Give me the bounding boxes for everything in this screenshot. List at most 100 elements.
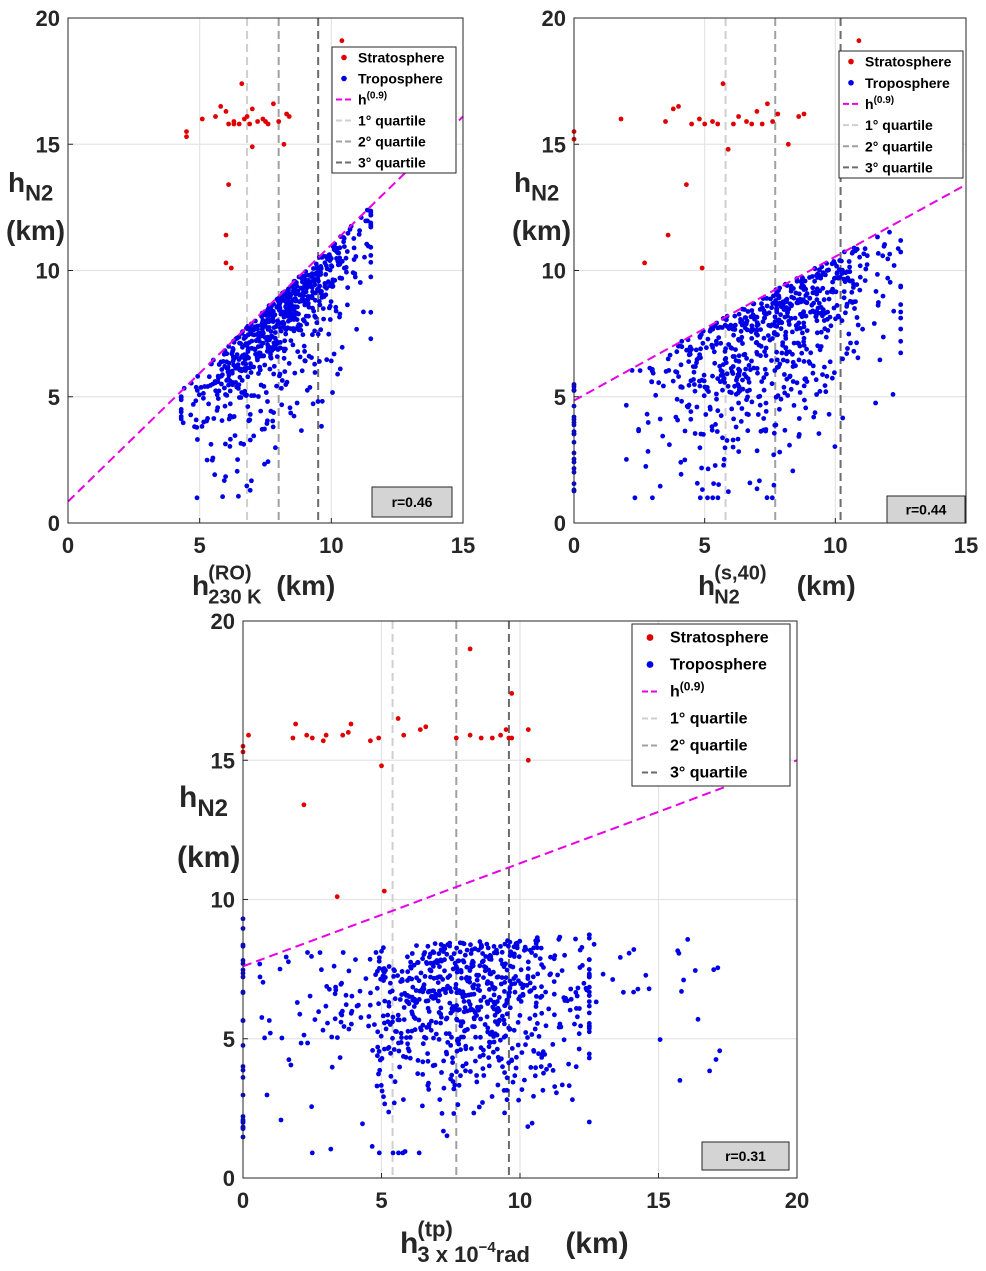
troposphere-point xyxy=(818,329,824,335)
troposphere-point xyxy=(405,1046,411,1052)
troposphere-point xyxy=(761,416,767,421)
troposphere-point xyxy=(432,941,438,946)
troposphere-point xyxy=(447,1000,453,1006)
troposphere-point xyxy=(219,418,225,423)
troposphere-point xyxy=(796,291,802,297)
troposphere-point xyxy=(259,322,264,328)
troposphere-point xyxy=(538,945,544,951)
troposphere-point xyxy=(538,995,543,1000)
troposphere-point xyxy=(242,357,248,362)
troposphere-point xyxy=(321,316,326,322)
troposphere-point xyxy=(898,338,904,344)
panel-b-stratosphere-points xyxy=(571,38,862,271)
troposphere-point xyxy=(415,960,421,965)
troposphere-point xyxy=(247,365,253,371)
panel-b-x-tick-10: 10 xyxy=(823,533,847,558)
troposphere-point xyxy=(378,1033,384,1039)
troposphere-point xyxy=(617,955,623,960)
panel-b-legend-troposphere-marker xyxy=(848,79,854,86)
troposphere-point xyxy=(441,1128,446,1134)
troposphere-point xyxy=(436,951,442,957)
panel-c-legend-stratosphere-label: Stratosphere xyxy=(670,630,769,647)
troposphere-point xyxy=(877,357,883,363)
troposphere-point xyxy=(405,1028,411,1034)
troposphere-point xyxy=(476,1104,482,1110)
troposphere-point xyxy=(799,350,805,356)
troposphere-point xyxy=(722,445,728,451)
troposphere-point xyxy=(382,1101,388,1107)
troposphere-point xyxy=(443,990,448,996)
troposphere-point xyxy=(783,345,789,351)
troposphere-point xyxy=(338,981,344,987)
troposphere-point xyxy=(898,302,904,307)
troposphere-point xyxy=(478,1034,483,1040)
troposphere-point xyxy=(575,1014,580,1020)
troposphere-point xyxy=(463,1046,469,1052)
troposphere-point xyxy=(532,985,537,991)
troposphere-point xyxy=(272,335,278,341)
troposphere-point xyxy=(188,412,194,418)
troposphere-point xyxy=(307,993,313,999)
troposphere-point xyxy=(236,382,242,388)
troposphere-point xyxy=(441,1085,447,1091)
troposphere-point xyxy=(732,383,737,389)
troposphere-point xyxy=(744,411,750,417)
troposphere-point xyxy=(679,398,684,404)
troposphere-point xyxy=(244,343,250,349)
troposphere-point xyxy=(450,1055,455,1061)
troposphere-point xyxy=(345,302,350,308)
stratosphere-point xyxy=(618,116,624,122)
troposphere-point xyxy=(509,1057,514,1063)
troposphere-point xyxy=(192,424,197,430)
troposphere-point xyxy=(320,1027,326,1033)
troposphere-point xyxy=(226,344,232,349)
troposphere-point xyxy=(309,271,315,277)
troposphere-point xyxy=(710,373,715,379)
troposphere-point xyxy=(837,258,843,263)
panel-a-y-label-symbol: hN2 xyxy=(8,167,53,205)
panel-a-legend-q1-label: 1° quartile xyxy=(358,113,426,129)
troposphere-point xyxy=(474,972,479,978)
troposphere-point xyxy=(771,482,777,488)
troposphere-point xyxy=(518,967,524,973)
troposphere-point xyxy=(460,1019,465,1024)
troposphere-point xyxy=(716,335,722,340)
panel-c-y-tick-0: 0 xyxy=(223,1166,235,1191)
troposphere-point xyxy=(525,966,531,971)
troposphere-point xyxy=(515,1020,521,1025)
troposphere-point xyxy=(357,228,362,234)
stratosphere-point xyxy=(379,763,384,769)
troposphere-point xyxy=(501,964,507,970)
troposphere-point xyxy=(636,427,641,432)
troposphere-point xyxy=(375,1053,380,1059)
troposphere-point xyxy=(491,944,497,949)
troposphere-point xyxy=(447,985,453,991)
troposphere-point xyxy=(354,326,359,332)
troposphere-point xyxy=(491,999,497,1005)
stratosphere-point xyxy=(281,141,287,147)
troposphere-point xyxy=(494,974,500,980)
troposphere-point xyxy=(720,435,725,441)
troposphere-point xyxy=(447,940,453,946)
troposphere-point xyxy=(253,338,259,344)
troposphere-point xyxy=(205,384,211,389)
troposphere-point xyxy=(898,284,904,290)
stratosphere-point xyxy=(801,111,807,117)
panel-b-x-tick-0: 0 xyxy=(568,533,580,558)
troposphere-point xyxy=(474,1073,479,1078)
troposphere-point xyxy=(351,236,357,241)
panel-c-legend-q1-label: 1° quartile xyxy=(670,711,748,728)
troposphere-point xyxy=(718,340,724,346)
troposphere-point xyxy=(557,934,563,940)
troposphere-point xyxy=(270,418,276,424)
legend-fit-superscript: (0.9) xyxy=(874,95,895,106)
troposphere-point xyxy=(409,1009,415,1015)
troposphere-point xyxy=(815,275,820,280)
troposphere-point xyxy=(302,358,308,364)
troposphere-point xyxy=(210,455,216,461)
troposphere-point xyxy=(739,406,745,411)
troposphere-point xyxy=(279,385,284,391)
troposphere-point xyxy=(726,489,731,495)
troposphere-point xyxy=(759,301,764,307)
troposphere-point xyxy=(763,345,769,351)
